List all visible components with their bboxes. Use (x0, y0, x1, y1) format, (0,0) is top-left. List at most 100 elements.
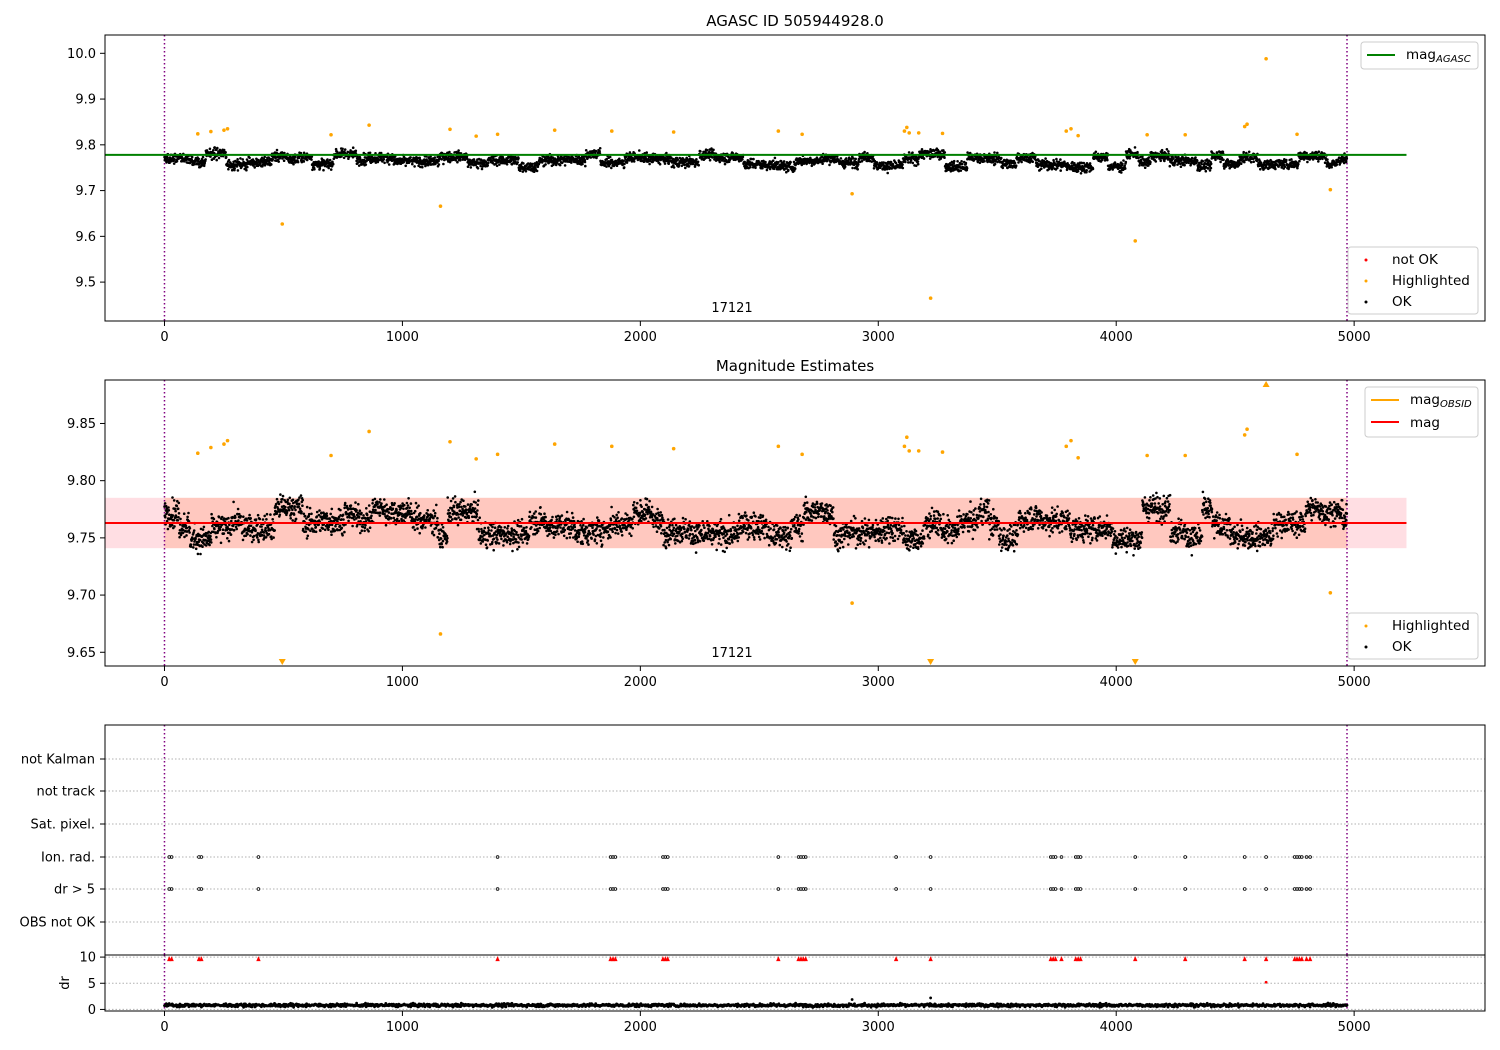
ok-point (263, 155, 267, 159)
ok-point (310, 512, 313, 516)
ok-point (250, 540, 254, 544)
ok-point (233, 167, 236, 170)
ok-point (544, 163, 547, 166)
ok-point (584, 164, 587, 168)
highlighted-point (1264, 56, 1268, 61)
ok-point (1120, 171, 1123, 174)
highlighted-point (905, 125, 909, 130)
ok-point (625, 161, 629, 164)
ok-point (236, 169, 240, 172)
ok-point (909, 159, 913, 162)
ok-point (1335, 163, 1339, 166)
highlighted-point (495, 132, 500, 137)
ok-point (186, 515, 189, 519)
ok-point (282, 159, 286, 162)
ok-point (374, 508, 377, 512)
ok-point (658, 162, 662, 166)
ok-point (167, 506, 170, 509)
ok-point (1207, 167, 1210, 170)
ok-point (916, 162, 920, 166)
ok-point (357, 164, 361, 167)
ok-point (209, 534, 212, 538)
ok-point (315, 510, 319, 514)
ok-point (1143, 166, 1147, 169)
ok-point (522, 162, 525, 165)
ok-point (943, 156, 946, 159)
ok-point (298, 507, 302, 511)
highlighted-point (671, 130, 676, 134)
ok-point (697, 164, 700, 167)
highlighted-point (916, 131, 921, 135)
ok-point (319, 529, 322, 533)
ok-point (1249, 160, 1253, 164)
ok-point (341, 534, 344, 537)
ok-point (851, 166, 854, 170)
legend-label: mag (1406, 47, 1436, 63)
ok-point (765, 168, 769, 172)
highlighted-point (1183, 132, 1188, 137)
ok-point (328, 158, 332, 162)
ok-point (421, 165, 424, 169)
ok-point (1020, 160, 1023, 164)
ok-points-layer (163, 146, 1349, 175)
ok-point (363, 529, 366, 533)
ok-point (185, 534, 188, 537)
ok-point (917, 156, 921, 159)
highlighted-point (474, 134, 478, 138)
ok-point (202, 164, 206, 168)
legend-subscript: AGASC (1435, 54, 1471, 65)
ok-point (291, 498, 295, 502)
ok-point (349, 504, 353, 507)
ok-point (363, 526, 367, 529)
ok-point (264, 536, 268, 539)
ok-point (648, 162, 651, 166)
ok-point (1009, 164, 1013, 167)
ok-point (163, 502, 167, 505)
ok-point (1088, 162, 1092, 165)
ok-point (221, 528, 225, 531)
ok-point (1317, 160, 1320, 163)
ok-point (334, 524, 337, 528)
ok-point (257, 540, 261, 544)
ok-point (365, 507, 368, 510)
ok-point (563, 164, 567, 167)
ok-point (260, 525, 263, 528)
ok-point (340, 526, 344, 530)
ok-point (357, 502, 360, 506)
ok-point (672, 166, 676, 169)
boundary-layer (163, 35, 1348, 321)
ok-point (330, 533, 333, 536)
ok-point (271, 518, 275, 521)
ok-point (1106, 158, 1109, 162)
ok-point (723, 162, 727, 166)
ok-point (1123, 164, 1126, 168)
ok-point (1297, 163, 1300, 166)
ok-point (185, 526, 189, 530)
ok-point (376, 502, 379, 506)
ok-point (322, 168, 325, 172)
ok-point (663, 162, 667, 165)
ok-point (164, 515, 167, 519)
ok-point (189, 545, 193, 548)
ok-point (197, 157, 200, 161)
ok-point (318, 167, 322, 170)
ok-point (306, 534, 310, 538)
ok-point (209, 538, 213, 541)
ok-point (773, 156, 777, 160)
ok-point (1001, 166, 1005, 170)
ok-point (248, 156, 251, 160)
ok-point (375, 500, 379, 504)
ok-point (943, 151, 947, 154)
ok-point (761, 166, 764, 170)
ok-point (379, 498, 382, 501)
ok-point (227, 167, 230, 171)
ok-point (379, 151, 383, 155)
ok-point (367, 530, 370, 533)
ok-point (174, 509, 177, 513)
ok-point (239, 514, 242, 518)
ok-point (222, 532, 226, 535)
ok-point (920, 148, 924, 151)
highlighted-point (280, 222, 285, 226)
ok-point (409, 156, 412, 159)
ok-point (227, 516, 230, 520)
